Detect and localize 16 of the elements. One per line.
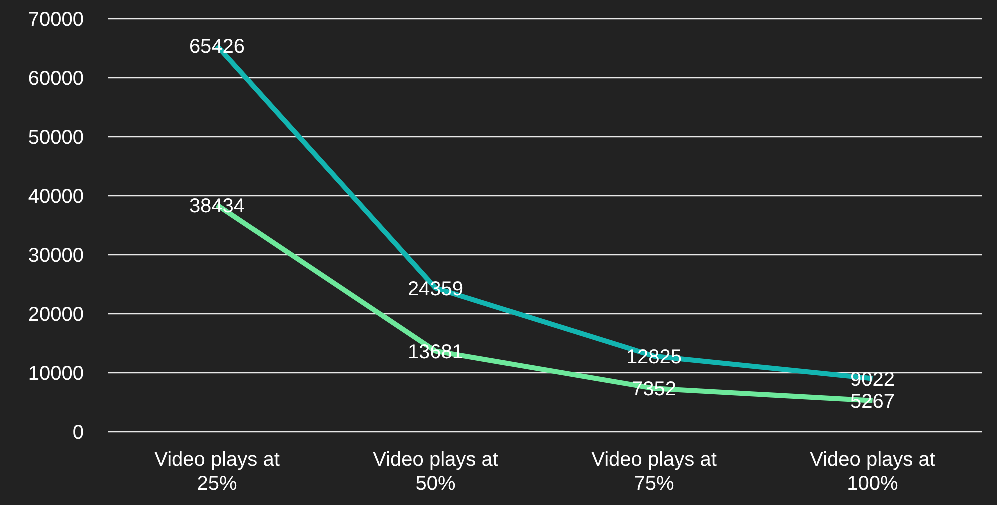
x-tick-label: Video plays at 50% bbox=[373, 449, 499, 495]
y-tick-label: 70000 bbox=[28, 9, 84, 32]
y-tick-label: 50000 bbox=[28, 127, 84, 150]
data-label: 38434 bbox=[189, 195, 246, 218]
x-tick-label: Video plays at 100% bbox=[810, 449, 936, 495]
data-label: 65426 bbox=[189, 36, 246, 58]
y-tick-label: 30000 bbox=[28, 245, 84, 268]
y-tick-label: 40000 bbox=[28, 186, 84, 208]
y-tick-label: 20000 bbox=[28, 304, 84, 326]
data-label: 9022 bbox=[850, 368, 895, 391]
y-tick-label: 60000 bbox=[28, 68, 84, 90]
x-tick-label: Video plays at 75% bbox=[592, 449, 718, 495]
data-label: 5267 bbox=[850, 391, 895, 414]
y-tick-label: 10000 bbox=[28, 363, 84, 386]
x-tick-label: Video plays at 25% bbox=[154, 449, 280, 495]
y-tick-label: 0 bbox=[72, 422, 84, 444]
